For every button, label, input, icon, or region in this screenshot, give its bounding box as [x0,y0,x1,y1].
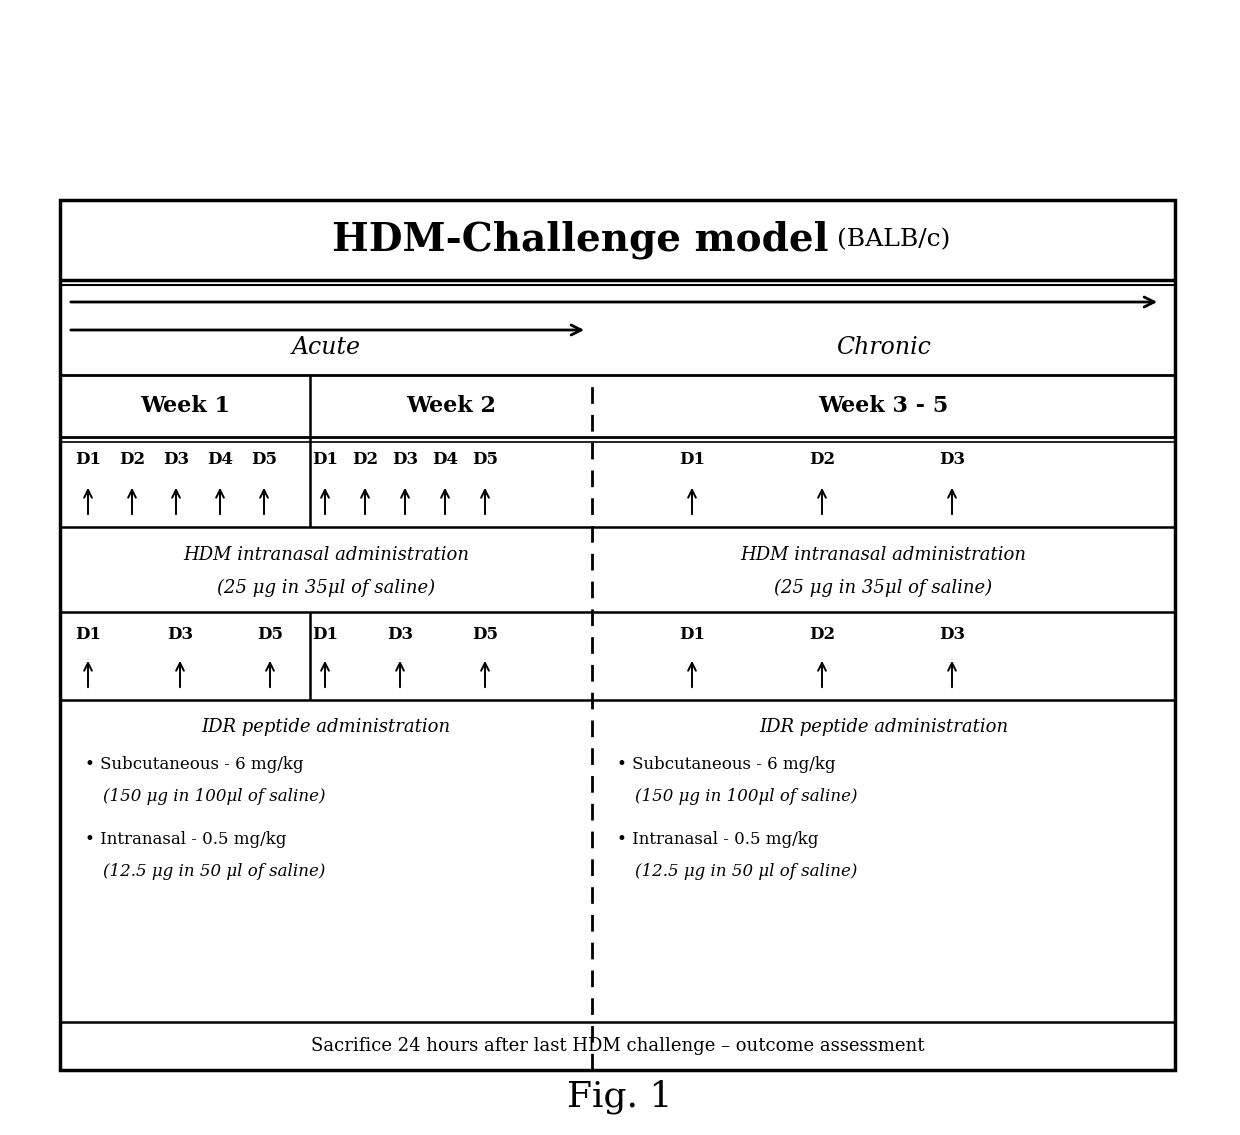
Text: D3: D3 [939,627,965,644]
Text: D2: D2 [808,627,835,644]
Text: D1: D1 [74,451,100,468]
Text: D1: D1 [74,627,100,644]
Text: Week 1: Week 1 [140,395,229,417]
Text: (25 μg in 35μl of saline): (25 μg in 35μl of saline) [775,579,992,597]
Text: (BALB/c): (BALB/c) [830,228,951,252]
Text: D3: D3 [939,451,965,468]
Text: D1: D1 [312,451,339,468]
Text: Fig. 1: Fig. 1 [567,1079,673,1115]
Text: D3: D3 [162,451,188,468]
Text: D5: D5 [472,627,498,644]
Text: D2: D2 [352,451,378,468]
Text: D5: D5 [257,627,283,644]
Text: D5: D5 [472,451,498,468]
Text: Week 2: Week 2 [405,395,496,417]
Text: (150 μg in 100μl of saline): (150 μg in 100μl of saline) [635,788,858,805]
Text: • Intranasal - 0.5 mg/kg: • Intranasal - 0.5 mg/kg [86,831,286,848]
Text: D2: D2 [119,451,145,468]
Text: (12.5 μg in 50 μl of saline): (12.5 μg in 50 μl of saline) [103,863,325,880]
Text: D3: D3 [387,627,413,644]
Text: D2: D2 [808,451,835,468]
Text: • Intranasal - 0.5 mg/kg: • Intranasal - 0.5 mg/kg [618,831,818,848]
Text: HDM-Challenge model: HDM-Challenge model [332,220,828,259]
Text: (150 μg in 100μl of saline): (150 μg in 100μl of saline) [103,788,325,805]
Text: HDM intranasal administration: HDM intranasal administration [184,546,469,564]
Text: Sacrifice 24 hours after last HDM challenge – outcome assessment: Sacrifice 24 hours after last HDM challe… [311,1037,924,1056]
Text: D4: D4 [432,451,458,468]
Text: IDR peptide administration: IDR peptide administration [201,718,450,735]
Text: Chronic: Chronic [836,336,931,359]
Text: (25 μg in 35μl of saline): (25 μg in 35μl of saline) [217,579,435,597]
Text: D1: D1 [680,627,706,644]
Text: HDM intranasal administration: HDM intranasal administration [740,546,1027,564]
Bar [60,200,1176,1070]
Text: D3: D3 [392,451,418,468]
Text: • Subcutaneous - 6 mg/kg: • Subcutaneous - 6 mg/kg [618,756,836,773]
Text: IDR peptide administration: IDR peptide administration [759,718,1008,735]
Text: D1: D1 [312,627,339,644]
Text: Acute: Acute [291,336,361,359]
Text: D5: D5 [250,451,277,468]
Text: D3: D3 [167,627,193,644]
Text: (12.5 μg in 50 μl of saline): (12.5 μg in 50 μl of saline) [635,863,857,880]
Text: D1: D1 [680,451,706,468]
Text: • Subcutaneous - 6 mg/kg: • Subcutaneous - 6 mg/kg [86,756,304,773]
Text: D4: D4 [207,451,233,468]
Text: Week 3 - 5: Week 3 - 5 [818,395,949,417]
